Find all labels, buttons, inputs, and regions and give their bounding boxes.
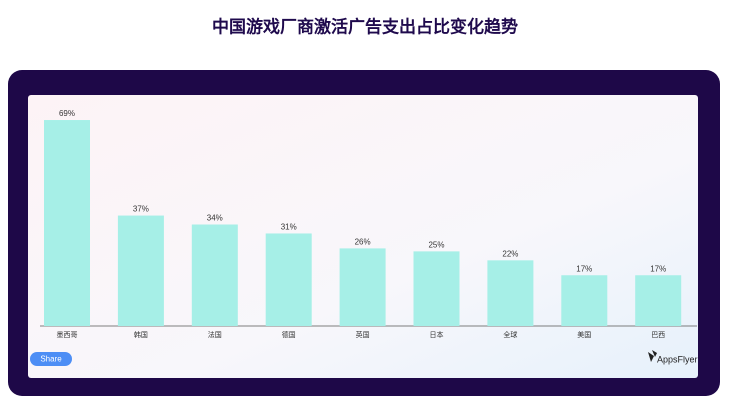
x-tick-label: 韩国 xyxy=(134,330,148,339)
x-tick-label: 英国 xyxy=(356,330,370,339)
value-label: 17% xyxy=(650,264,666,273)
bar xyxy=(44,120,90,326)
value-label: 37% xyxy=(133,205,149,214)
brand: AppsFlyer xyxy=(657,354,698,364)
share-bg[interactable] xyxy=(30,352,72,366)
value-label: 31% xyxy=(281,223,297,232)
value-label: 22% xyxy=(502,249,518,258)
bar xyxy=(561,275,608,326)
share-label[interactable]: Share xyxy=(40,355,62,364)
share-button[interactable]: Share xyxy=(30,352,72,366)
x-tick-label: 墨西哥 xyxy=(57,331,78,339)
bar xyxy=(487,260,534,326)
x-tick-label: 美国 xyxy=(577,330,591,339)
bar xyxy=(635,275,682,326)
x-tick-label: 日本 xyxy=(430,330,444,339)
value-label: 26% xyxy=(355,237,371,246)
value-label: 34% xyxy=(207,214,223,223)
x-tick-label: 全球 xyxy=(503,330,517,339)
value-label: 25% xyxy=(428,240,444,249)
bar xyxy=(191,224,238,326)
bar xyxy=(117,215,164,326)
x-tick-label: 法国 xyxy=(208,330,222,339)
bar xyxy=(265,233,312,326)
chart-title: 中国游戏厂商激活广告支出占比变化趋势 xyxy=(212,16,518,36)
bar xyxy=(339,248,386,326)
x-tick-label: 巴西 xyxy=(651,331,665,339)
value-label: 17% xyxy=(576,264,592,273)
x-tick-label: 德国 xyxy=(282,330,296,339)
value-label: 69% xyxy=(59,109,75,118)
bar xyxy=(413,251,460,326)
plot: 墨西哥 69% 韩国 37% 法国 34% 德国 31% 英国 26% 日本 25% 全球 22% 美国 17… xyxy=(44,109,682,339)
brand-icon xyxy=(648,350,657,362)
